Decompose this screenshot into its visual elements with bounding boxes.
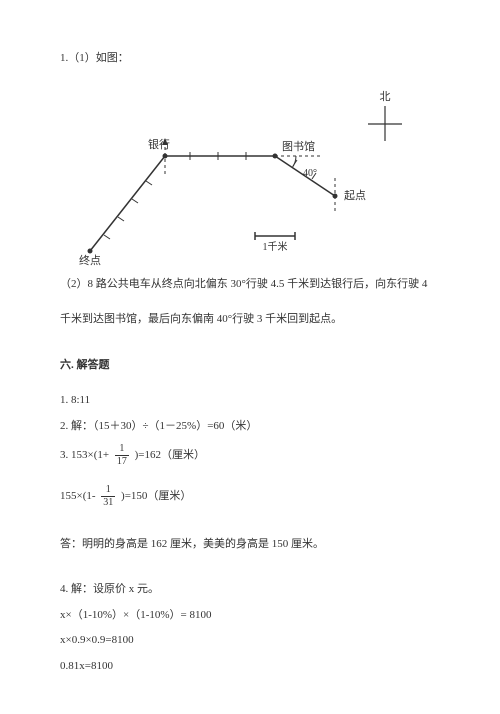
compass-icon (368, 106, 402, 141)
answer-1: 1. 8:11 (60, 392, 440, 410)
q1-part2-a: （2）8 路公共电车从终点向北偏东 30°行驶 4.5 千米到达银行后，向东行驶… (60, 276, 440, 294)
answer-3a: 3. 153×(1+ 117 )=162（厘米） (60, 444, 440, 467)
ans3-post: )=162（厘米） (135, 449, 205, 461)
seg-terminus-bank (90, 156, 165, 251)
angle-label: 40° (303, 168, 317, 179)
ans3b-pre: 155×(1- (60, 490, 96, 502)
answer-3-conclusion: 答：明明的身高是 162 厘米，美美的身高是 150 厘米。 (60, 536, 440, 554)
section6-title: 六. 解答题 (60, 357, 440, 375)
answer-2: 2. 解：（15＋30）÷（1－25%）=60（米） (60, 418, 440, 436)
scale-label: 1千米 (263, 240, 288, 253)
fraction-1-17: 117 (115, 444, 129, 467)
answer-4-l1: 4. 解：设原价 x 元。 (60, 581, 440, 599)
origin-label: 起点 (344, 189, 366, 202)
pt-terminus (88, 248, 93, 253)
library-label: 图书馆 (282, 139, 315, 153)
answer-3b: 155×(1- 131 )=150（厘米） (60, 485, 440, 508)
ans3b-post: )=150（厘米） (121, 490, 191, 502)
north-label: 北 (380, 90, 391, 103)
scale-bar: 1千米 (255, 232, 295, 253)
angle-arc (292, 156, 296, 168)
terminus-label: 终点 (79, 253, 101, 266)
answer-4-l2: x×（1-10%）×（1-10%）= 8100 (60, 607, 440, 625)
answer-4-l4: 0.81x=8100 (60, 658, 440, 676)
route-figure: 北 (60, 86, 430, 266)
answer-4-l3: x×0.9×0.9=8100 (60, 632, 440, 650)
ans3-pre: 3. 153×(1+ (60, 449, 109, 461)
q1-part2-b: 千米到达图书馆，最后向东偏南 40°行驶 3 千米回到起点。 (60, 311, 440, 329)
q1-prefix: 1.（1）如图： (60, 50, 440, 68)
fraction-1-31: 131 (101, 485, 115, 508)
bank-label: 银行 (148, 137, 170, 151)
